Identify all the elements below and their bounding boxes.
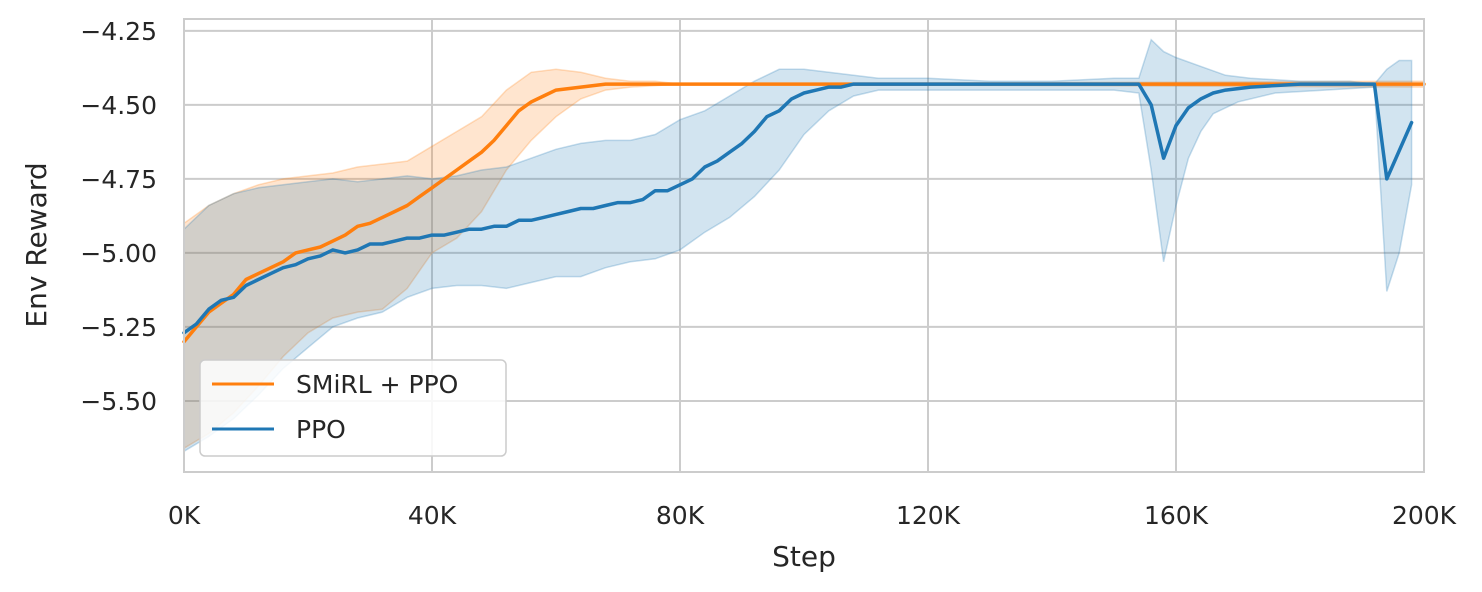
y-tick-label: −5.25 xyxy=(80,313,157,342)
x-tick-label: 80K xyxy=(656,501,705,530)
legend-box xyxy=(199,359,507,457)
line-ppo xyxy=(182,82,1414,335)
x-axis-title: Step xyxy=(772,540,836,573)
y-tick-label: −4.25 xyxy=(80,17,157,46)
grid-lines xyxy=(183,19,1425,472)
x-tick-label: 40K xyxy=(408,501,457,530)
y-axis-ticks: −4.25 −4.50 −4.75 −5.00 −5.25 −5.50 xyxy=(80,17,157,416)
band-ppo xyxy=(183,38,1413,453)
line-smirl-ppo xyxy=(182,82,1426,344)
y-axis-title: Env Reward xyxy=(20,162,53,327)
y-tick-label: −4.75 xyxy=(80,165,157,194)
y-tick-label: −4.50 xyxy=(80,91,157,120)
legend: SMiRL + PPO PPO xyxy=(199,359,507,457)
x-tick-label: 200K xyxy=(1392,501,1457,530)
legend-label-smirl-ppo: SMiRL + PPO xyxy=(296,370,458,399)
confidence-bands xyxy=(183,38,1425,453)
series-lines xyxy=(182,82,1426,344)
x-tick-label: 0K xyxy=(168,501,201,530)
x-tick-label: 160K xyxy=(1144,501,1209,530)
legend-label-ppo: PPO xyxy=(296,415,346,444)
y-tick-label: −5.00 xyxy=(80,239,157,268)
x-axis-ticks: 0K 40K 80K 120K 160K 200K xyxy=(168,501,1457,530)
plot-frame xyxy=(183,18,1425,473)
x-tick-label: 120K xyxy=(896,501,961,530)
y-tick-label: −5.50 xyxy=(80,387,157,416)
